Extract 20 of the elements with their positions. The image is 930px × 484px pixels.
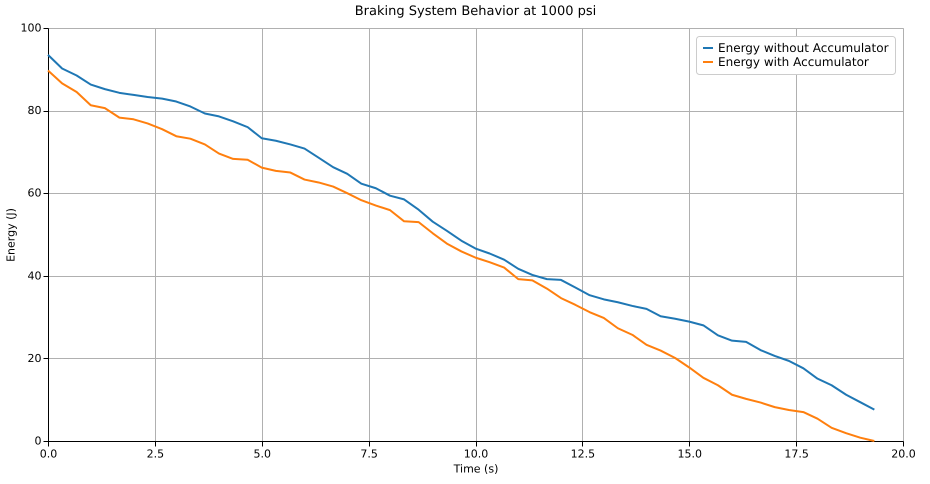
y-tick-label: 80 xyxy=(28,104,42,118)
chart-title: Braking System Behavior at 1000 psi xyxy=(354,4,596,19)
x-tick-label: 17.5 xyxy=(784,448,809,460)
x-axis-title: Time (s) xyxy=(452,462,498,476)
y-tick-label: 0 xyxy=(34,434,42,448)
y-tick-label: 100 xyxy=(20,22,42,34)
y-tick-label: 20 xyxy=(28,352,42,365)
legend-label: Energy without Accumulator xyxy=(718,41,889,55)
x-tick-label: 20.0 xyxy=(891,448,916,460)
y-axis-title: Energy (J) xyxy=(4,208,18,262)
x-tick-label: 10.0 xyxy=(464,448,488,460)
x-tick-label: 15.0 xyxy=(678,448,702,460)
x-tick-label: 2.5 xyxy=(146,448,164,460)
y-tick-label: 40 xyxy=(28,269,42,282)
x-tick-label: 12.5 xyxy=(570,448,596,460)
legend-label: Energy with Accumulator xyxy=(718,55,869,69)
x-tick-label: 0.0 xyxy=(40,448,58,460)
x-tick-label: 7.5 xyxy=(360,448,378,460)
y-tick-label: 60 xyxy=(28,186,42,200)
x-tick-label: 5.0 xyxy=(254,448,271,460)
